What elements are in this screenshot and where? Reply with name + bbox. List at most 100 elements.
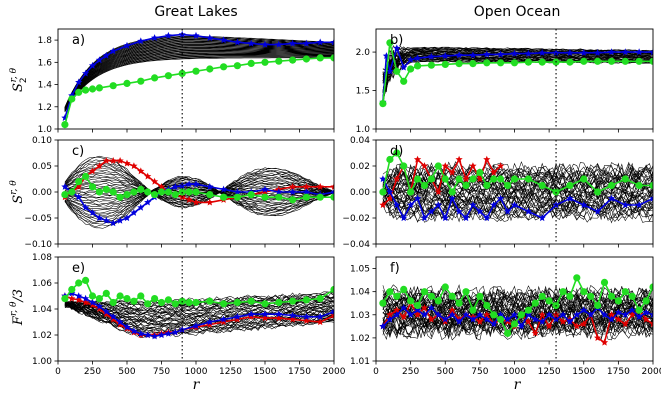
data-point-green (386, 155, 394, 164)
bundle-line (64, 305, 334, 337)
data-point-blue (427, 52, 435, 60)
x-axis-label-left: r (193, 377, 201, 393)
data-point-green (635, 181, 643, 190)
data-point-blue (566, 49, 574, 56)
data-point-blue (407, 201, 415, 209)
data-point-green (455, 175, 463, 183)
series-blue (379, 175, 653, 222)
data-point-red (607, 311, 616, 318)
data-point-blue (621, 201, 629, 209)
data-point-blue (102, 307, 110, 315)
bundle-line (382, 198, 653, 217)
data-point-blue (275, 40, 283, 48)
data-point-red (95, 162, 103, 170)
data-point-green (88, 183, 97, 191)
data-point-green (116, 292, 124, 300)
data-point-red (144, 172, 152, 180)
y-tick-label: 0.00 (350, 188, 370, 198)
bundle-line (64, 189, 334, 198)
data-point-red (68, 294, 76, 302)
data-point-blue (531, 315, 539, 323)
data-point-green (448, 188, 456, 196)
bundle-line (64, 54, 334, 112)
data-point-green (621, 57, 629, 65)
plot-area (379, 140, 653, 244)
data-point-blue (476, 311, 484, 318)
bundle-line (64, 302, 334, 322)
data-point-green (414, 301, 422, 310)
bundle-line (382, 200, 653, 220)
data-point-green (607, 181, 616, 190)
bundle-line (382, 321, 653, 341)
data-point-blue (497, 50, 505, 58)
data-point-green (316, 54, 324, 62)
data-point-green (68, 95, 76, 103)
data-point-green (400, 285, 408, 293)
panel-letter: e) (72, 261, 85, 276)
data-point-green (275, 298, 283, 307)
data-point-red (75, 296, 83, 303)
bundle-line (64, 37, 334, 108)
ylabel-3-main: F (11, 315, 26, 326)
y-tick-label: −0.10 (24, 240, 52, 250)
y-tick-label: 1.01 (350, 357, 370, 367)
data-point-green (594, 188, 602, 196)
data-point-green (476, 292, 484, 300)
data-point-red (302, 316, 310, 324)
data-point-blue (497, 194, 505, 202)
data-point-green (123, 295, 131, 303)
data-point-blue (434, 201, 442, 209)
bundle-line (64, 56, 334, 112)
data-point-green (164, 188, 172, 196)
data-point-blue (289, 39, 297, 47)
data-point-red (545, 322, 553, 330)
ylabel-2-sup: r, θ (9, 180, 19, 195)
data-point-blue (635, 201, 643, 209)
bundle-line (64, 52, 334, 111)
data-point-blue (330, 38, 334, 46)
data-point-green (386, 39, 394, 47)
data-point-blue (517, 322, 525, 330)
y-tick-label: 1.8 (38, 36, 53, 46)
data-point-red (386, 311, 394, 318)
data-point-green (400, 162, 408, 170)
data-point-blue (275, 310, 283, 318)
data-point-red (400, 313, 408, 321)
plot-area (61, 140, 334, 244)
bundle-line (64, 47, 334, 110)
data-point-green (233, 193, 241, 201)
series-green (379, 39, 653, 108)
data-point-red (192, 198, 200, 206)
data-point-green (614, 297, 623, 305)
data-point-green (566, 181, 574, 190)
x-tick-label: 250 (84, 367, 101, 377)
data-point-green (75, 88, 83, 96)
data-point-green (109, 188, 117, 196)
bundle-line (64, 48, 334, 110)
data-point-green (510, 320, 519, 328)
bundle-line (64, 55, 334, 112)
bundle-line (64, 49, 334, 111)
bundle-line (64, 48, 334, 110)
bundle-line (64, 46, 334, 110)
panel-d: −0.04 −0.02 0.00 0.02 0.04 d) (342, 136, 654, 250)
data-point-blue (483, 214, 491, 222)
series-green (379, 274, 653, 337)
data-point-blue (587, 311, 595, 318)
data-point-blue (490, 201, 498, 209)
data-point-green (566, 292, 574, 300)
data-point-red (393, 306, 401, 314)
data-point-red (75, 183, 83, 190)
data-point-blue (247, 310, 255, 318)
data-point-green (580, 175, 588, 183)
data-point-blue (559, 311, 567, 318)
data-point-green (393, 292, 401, 300)
y-tick-label: 2.0 (356, 48, 371, 58)
x-tick-label: 1000 (503, 367, 526, 377)
data-point-blue (407, 311, 415, 318)
bundle-line (64, 53, 334, 112)
data-point-green (206, 65, 214, 73)
data-point-blue (600, 311, 609, 318)
y-tick-label: 1.0 (356, 125, 371, 135)
data-point-blue (441, 315, 449, 323)
